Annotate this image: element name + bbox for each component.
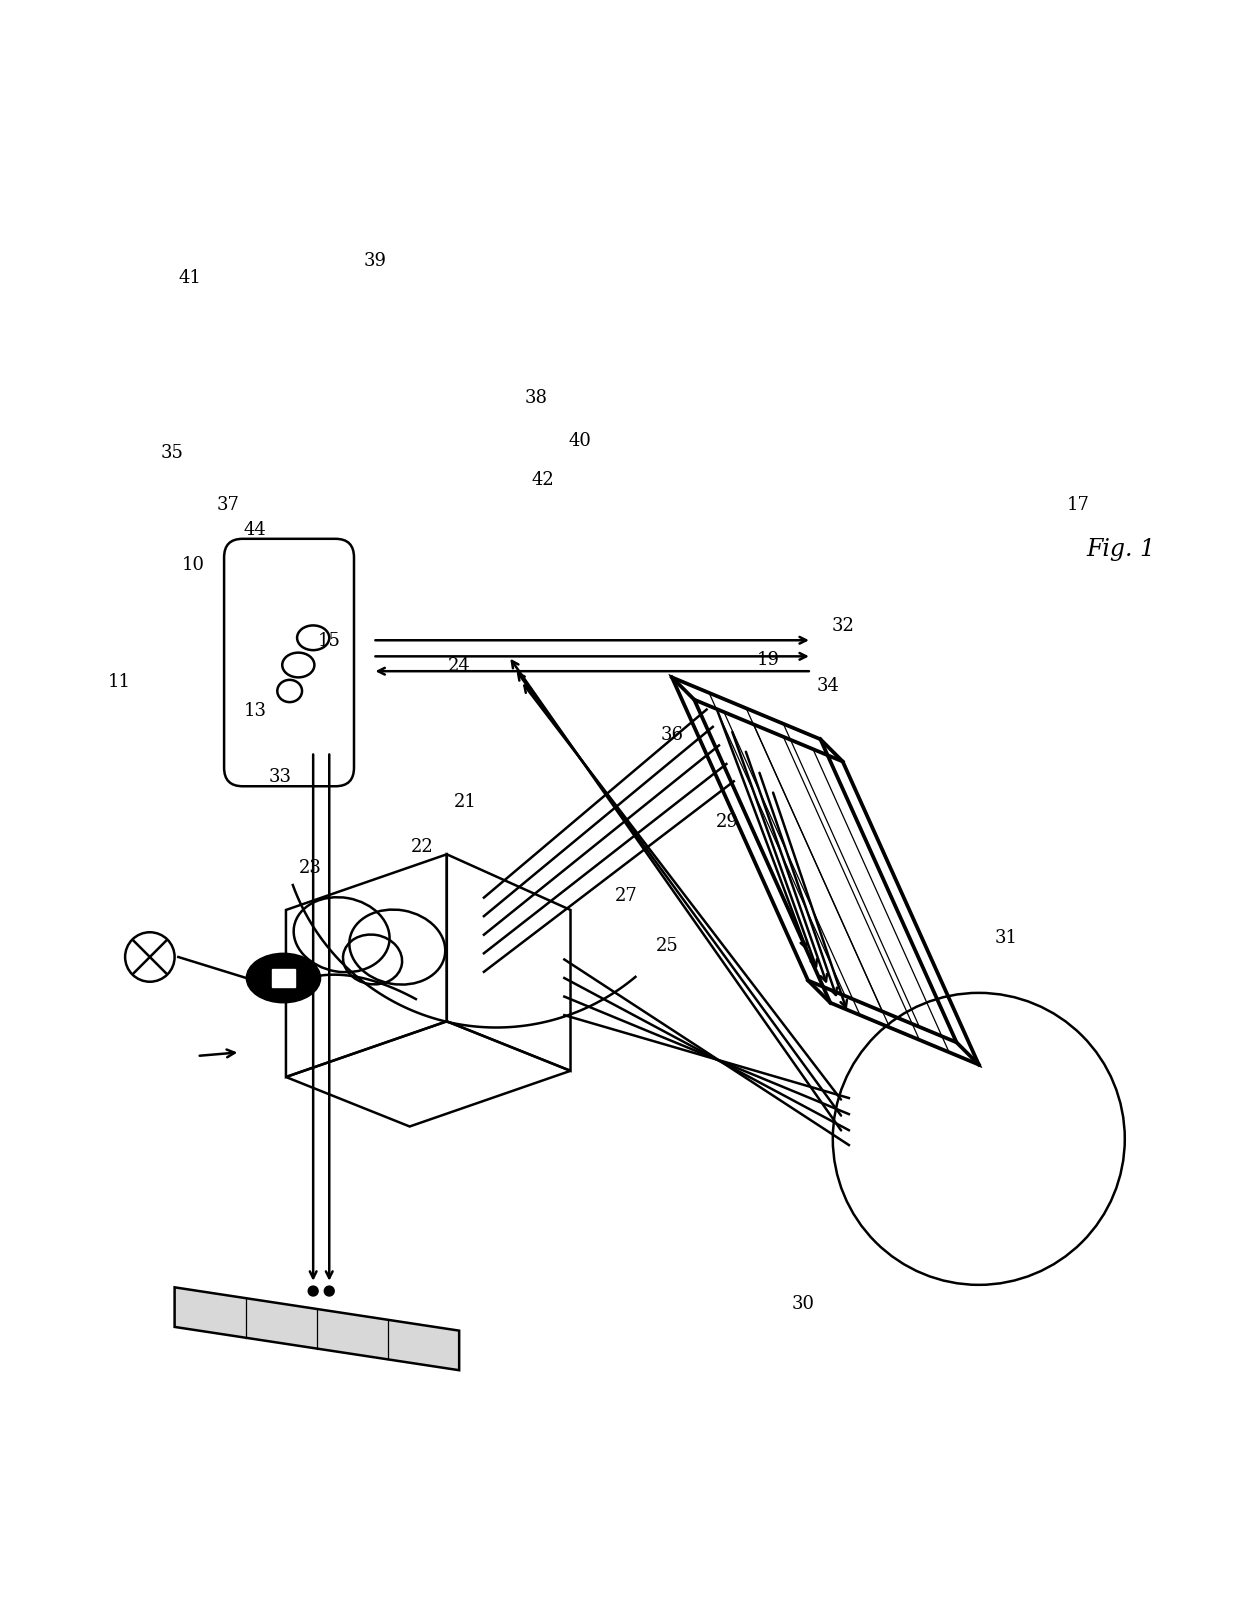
Text: 31: 31	[994, 928, 1018, 946]
Text: 41: 41	[179, 268, 201, 286]
Text: 29: 29	[717, 813, 739, 831]
Text: 42: 42	[532, 471, 554, 489]
Text: 24: 24	[448, 657, 470, 675]
Text: 32: 32	[831, 617, 854, 635]
Text: 44: 44	[243, 521, 267, 539]
Polygon shape	[175, 1287, 459, 1370]
Text: 15: 15	[317, 631, 341, 649]
Ellipse shape	[247, 954, 321, 1003]
Text: 38: 38	[525, 388, 547, 406]
Text: 39: 39	[363, 252, 387, 271]
Text: 34: 34	[816, 677, 839, 695]
Text: 13: 13	[243, 701, 267, 719]
Text: 33: 33	[268, 768, 291, 786]
Text: 37: 37	[216, 497, 239, 514]
Bar	[273, 971, 295, 987]
Text: 11: 11	[108, 672, 130, 691]
Text: 36: 36	[661, 725, 683, 743]
Text: 22: 22	[410, 837, 434, 855]
Text: 25: 25	[656, 936, 678, 954]
Text: 35: 35	[161, 445, 184, 463]
Text: 17: 17	[1066, 497, 1089, 514]
Text: 19: 19	[756, 651, 780, 669]
Text: 30: 30	[791, 1295, 815, 1313]
Text: 40: 40	[569, 432, 591, 450]
Circle shape	[309, 1287, 319, 1297]
Text: 21: 21	[454, 792, 477, 810]
Text: 27: 27	[615, 886, 637, 904]
Text: 10: 10	[181, 555, 205, 573]
Text: 23: 23	[299, 859, 322, 876]
Circle shape	[325, 1287, 335, 1297]
Text: Fig. 1: Fig. 1	[1086, 537, 1156, 562]
